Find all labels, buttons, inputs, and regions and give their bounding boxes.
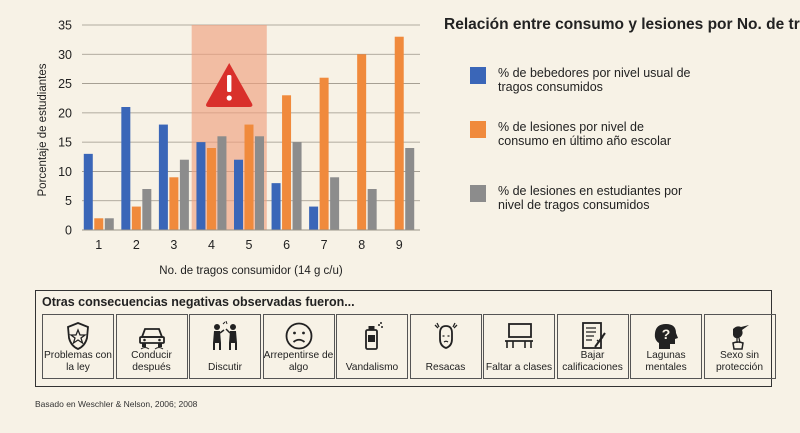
consequence-label: Sexo sin protección xyxy=(715,350,763,373)
bar-chart: 0 5 10 15 20 25 30 35 1 2 3 4 5 6 7 8 9 Porcentaje de es… xyxy=(37,19,420,277)
bar xyxy=(142,189,152,230)
bar xyxy=(217,136,227,230)
argument-icon xyxy=(213,321,237,350)
axes: 0 5 10 15 20 25 30 35 1 2 3 4 5 6 7 8 9 xyxy=(58,19,420,252)
warning-icon-mark xyxy=(227,75,232,92)
consequence-cell: Arrepentirse de algo xyxy=(262,314,335,379)
question-head-icon: ? xyxy=(654,324,678,349)
bar xyxy=(244,124,254,230)
consequences-panel: Otras consecuencias negativas observadas… xyxy=(35,290,776,387)
bar xyxy=(121,107,131,230)
bar xyxy=(330,177,340,230)
consequence-cell: Bajar calificaciones xyxy=(556,314,629,379)
x-tick-label: 4 xyxy=(208,238,215,252)
bar xyxy=(394,36,404,230)
stork-icon xyxy=(731,325,749,350)
consequence-label: Resacas xyxy=(425,362,466,373)
legend-swatch-blue xyxy=(470,67,486,84)
bar xyxy=(405,148,415,230)
chart-title: Relación entre consumo y lesiones por No… xyxy=(444,16,800,33)
consequence-cell: Conducir después xyxy=(115,314,188,379)
bar xyxy=(104,218,114,230)
bar xyxy=(83,153,93,230)
x-tick-label: 7 xyxy=(321,238,328,252)
y-tick-label: 25 xyxy=(58,77,72,91)
legend-item-injuries-students: % de lesiones en estudiantes por nivel d… xyxy=(470,184,708,212)
y-tick-label: 15 xyxy=(58,136,72,150)
x-tick-label: 8 xyxy=(358,238,365,252)
x-tick-label: 2 xyxy=(133,238,140,252)
bar xyxy=(309,206,319,230)
bar xyxy=(94,218,104,230)
x-axis-label: No. de tragos consumidor (14 g c/u) xyxy=(159,265,343,277)
classroom-icon xyxy=(505,323,533,348)
x-tick-label: 6 xyxy=(283,238,290,252)
bar xyxy=(271,183,281,230)
bars xyxy=(83,36,415,231)
bar xyxy=(158,124,168,230)
bar xyxy=(131,206,141,230)
consequence-label: Discutir xyxy=(208,362,242,373)
bar xyxy=(367,189,377,230)
graded-paper-icon xyxy=(581,322,606,349)
legend-item-injuries-level: % de lesiones por nivel de consumo en úl… xyxy=(470,120,698,148)
x-tick-label: 1 xyxy=(95,238,102,252)
legend-swatch-orange xyxy=(470,121,486,138)
consequence-cell: Vandalismo xyxy=(336,314,408,379)
bar xyxy=(357,54,367,231)
x-tick-label: 9 xyxy=(396,238,403,252)
bar xyxy=(319,77,329,230)
y-tick-label: 20 xyxy=(58,106,72,120)
consequence-label: Conducir después xyxy=(131,350,172,373)
bar xyxy=(206,148,216,230)
car-icon xyxy=(138,328,165,350)
bar xyxy=(234,159,243,230)
consequence-label: Vandalismo xyxy=(345,362,399,373)
headache-icon xyxy=(434,322,457,349)
y-axis-label: Porcentaje de estudiantes xyxy=(37,63,49,196)
svg-text:?: ? xyxy=(662,326,671,342)
legend-label: % de lesiones en estudiantes por nivel d… xyxy=(498,184,683,212)
consequence-cell: Faltar a clases xyxy=(483,314,555,379)
consequence-cell: Discutir xyxy=(189,314,261,379)
legend-label: % de lesiones por nivel de consumo en úl… xyxy=(498,120,672,148)
x-tick-label: 5 xyxy=(246,238,253,252)
spray-can-icon xyxy=(365,322,383,350)
bar xyxy=(179,159,189,230)
y-tick-label: 5 xyxy=(65,194,72,208)
consequence-label: Arrepentirse de algo xyxy=(263,350,334,373)
legend-swatch-gray xyxy=(470,185,486,202)
bar xyxy=(196,142,206,230)
source-note: Basado en Weschler & Nelson, 2006; 2008 xyxy=(35,399,198,409)
consequence-label: Bajar calificaciones xyxy=(562,350,623,373)
y-tick-label: 0 xyxy=(65,224,72,238)
y-tick-label: 35 xyxy=(58,19,72,33)
legend-item-drinkers: % de bebedores por nivel usual de tragos… xyxy=(470,66,708,94)
y-tick-label: 10 xyxy=(58,165,72,179)
consequence-label: Faltar a clases xyxy=(485,362,553,373)
police-badge-icon xyxy=(67,322,89,350)
consequence-label: Lagunas mentales xyxy=(645,350,687,373)
y-tick-label: 30 xyxy=(58,48,72,62)
consequence-label: Problemas con la ley xyxy=(44,350,112,373)
consequence-cell: Sexo sin protección xyxy=(703,314,776,379)
warning-icon-dot xyxy=(226,95,232,101)
bar xyxy=(169,177,179,230)
legend-label: % de bebedores por nivel usual de tragos… xyxy=(498,66,691,94)
consequence-cell: Problemas con la ley xyxy=(42,314,114,379)
bar xyxy=(255,136,264,230)
bar xyxy=(292,142,302,230)
bar xyxy=(282,95,292,231)
consequence-cell: ? Lagunas mentales xyxy=(630,314,702,379)
sad-face-icon xyxy=(285,322,312,350)
consequences-title: Otras consecuencias negativas observadas… xyxy=(42,295,355,309)
consequence-cell: Resacas xyxy=(409,314,482,379)
x-tick-label: 3 xyxy=(170,238,177,252)
